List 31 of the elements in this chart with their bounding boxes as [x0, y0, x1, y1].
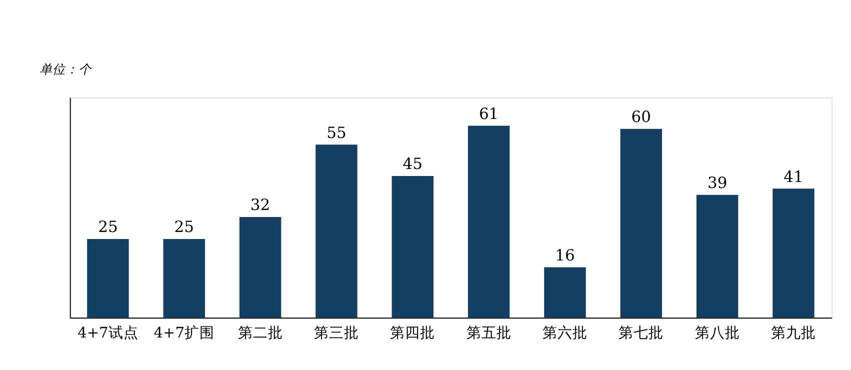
x-tick-label: 第五批 [466, 324, 512, 342]
y-axis-title: 单位：个 [39, 62, 92, 77]
x-tick-label: 第六批 [542, 324, 588, 342]
x-tick-label: 第二批 [238, 324, 283, 342]
x-tick-label: 4+7试点 [78, 324, 138, 342]
bar [620, 128, 662, 318]
x-tick-label: 第七批 [618, 324, 664, 342]
bar [696, 194, 738, 318]
x-tick-label: 第八批 [694, 324, 740, 342]
x-tick-label: 第四批 [390, 324, 436, 342]
bar [163, 238, 205, 318]
data-label: 25 [98, 218, 118, 236]
data-label: 60 [631, 108, 652, 126]
bar [316, 144, 358, 318]
data-label: 45 [402, 155, 423, 174]
data-label: 32 [250, 196, 270, 214]
x-tick-label: 第三批 [314, 324, 359, 342]
bar [392, 176, 434, 318]
data-label: 16 [555, 246, 575, 264]
x-tick-label: 4+7扩围 [154, 324, 214, 342]
data-label: 25 [174, 218, 194, 236]
data-label: 61 [478, 104, 499, 123]
bar [468, 126, 510, 318]
bar [772, 188, 814, 318]
data-label: 55 [326, 124, 346, 142]
bar [87, 238, 129, 318]
data-label: 39 [707, 174, 728, 192]
bar [544, 267, 586, 318]
bar [239, 216, 282, 318]
x-tick-label: 第九批 [771, 324, 816, 342]
data-label: 41 [784, 168, 804, 186]
